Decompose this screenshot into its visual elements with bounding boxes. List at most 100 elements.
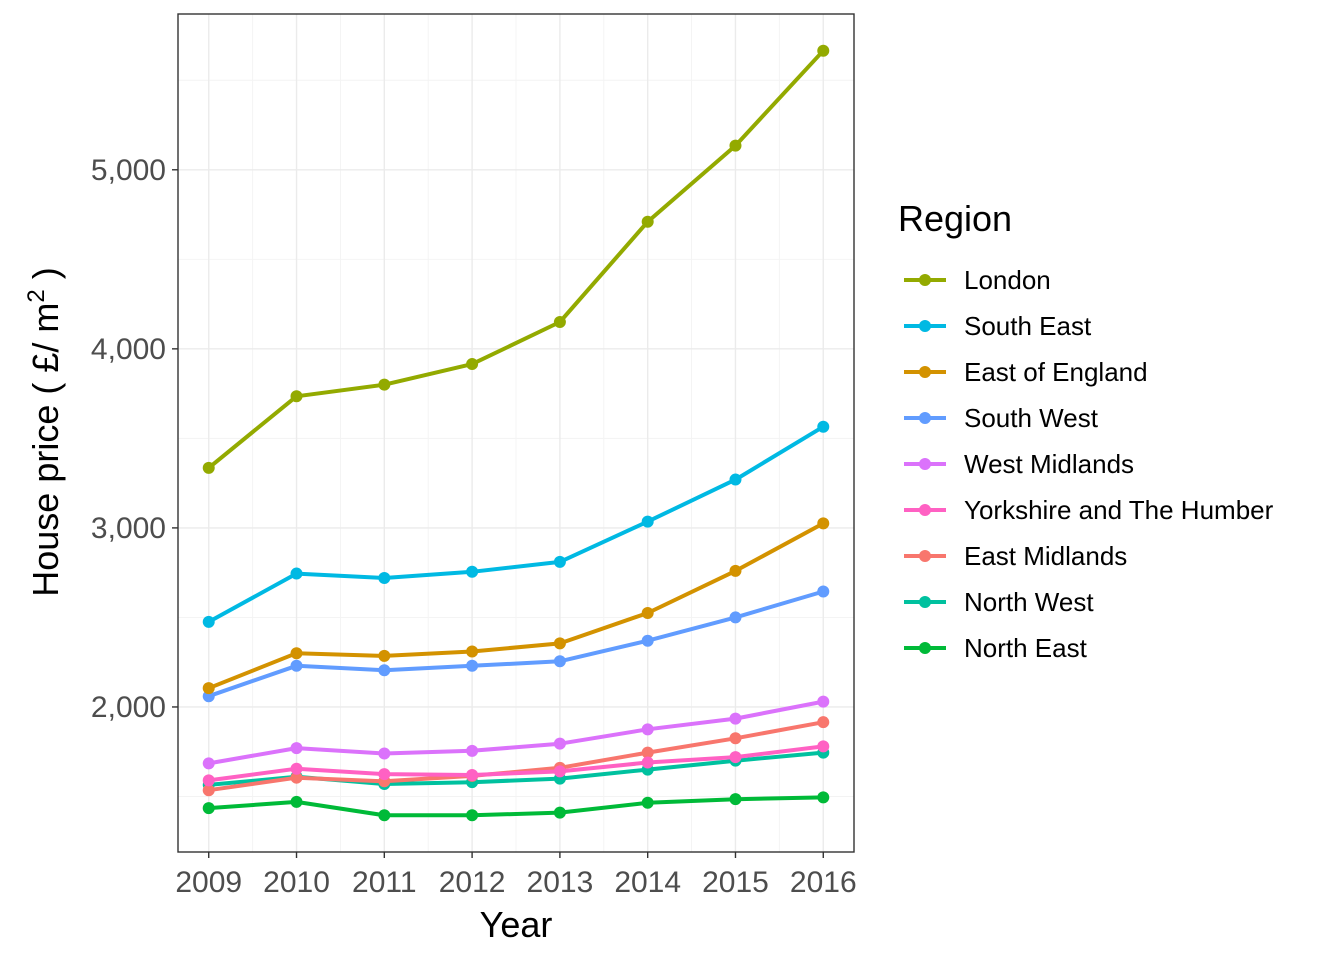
data-point [290, 762, 303, 775]
series-line [208, 795, 824, 818]
series-east-of-england [202, 517, 830, 695]
legend-key-point [919, 458, 931, 470]
data-point [553, 315, 566, 328]
legend-key-point [919, 274, 931, 286]
series-yorkshire-and-the-humber [202, 740, 830, 787]
data-point [817, 585, 830, 598]
data-point [641, 756, 654, 769]
legend-item: South West [904, 403, 1099, 433]
data-point [641, 515, 654, 528]
data-point [553, 637, 566, 650]
series-south-east [202, 420, 830, 628]
data-point [466, 769, 479, 782]
y-axis-title: House price ( £/ m2 ) [23, 267, 66, 596]
data-point [729, 139, 742, 152]
legend-item: East Midlands [904, 541, 1127, 571]
plot-panel-border [177, 13, 855, 853]
data-point [729, 793, 742, 806]
data-point [641, 746, 654, 759]
data-point [817, 420, 830, 433]
data-point [466, 744, 479, 757]
legend-key-point [919, 596, 931, 608]
legend-label: South East [964, 311, 1092, 341]
legend-key-point [919, 320, 931, 332]
series-london [202, 44, 830, 474]
data-point [817, 716, 830, 729]
series-line [208, 589, 824, 699]
data-point [202, 784, 215, 797]
series-line [207, 424, 825, 624]
data-point [202, 461, 215, 474]
x-tick-label: 2016 [790, 866, 857, 899]
legend-label: South West [964, 403, 1099, 433]
legend-key-point [919, 642, 931, 654]
major-gridlines [178, 14, 854, 852]
x-tick-label: 2013 [527, 866, 594, 899]
data-point [817, 44, 830, 57]
legend-label: East Midlands [964, 541, 1127, 571]
data-point [641, 634, 654, 647]
data-point [553, 655, 566, 668]
x-tick-label: 2015 [702, 866, 769, 899]
data-point [729, 732, 742, 745]
data-point [202, 774, 215, 787]
x-tick-label: 2011 [352, 866, 417, 899]
data-point [466, 659, 479, 672]
data-point [290, 795, 303, 808]
legend-item: North East [904, 633, 1088, 663]
x-tick-label: 2010 [263, 866, 330, 899]
data-point [729, 564, 742, 577]
data-point [378, 809, 391, 822]
legend-label: East of England [964, 357, 1148, 387]
data-point [641, 796, 654, 809]
legend-item: London [904, 265, 1051, 295]
data-point [378, 378, 391, 391]
data-point [466, 809, 479, 822]
legend-label: Yorkshire and The Humber [964, 495, 1274, 525]
legend-item: East of England [904, 357, 1148, 387]
legend-items: London South East East of England South Wes… [904, 265, 1274, 663]
series-north-east [202, 791, 830, 822]
data-point [641, 723, 654, 736]
series-west-midlands [202, 695, 830, 770]
data-point [290, 567, 303, 580]
legend-key-point [919, 504, 931, 516]
y-axis-tick-labels: 2,000 3,000 4,000 5,000 [91, 154, 166, 724]
data-point [466, 645, 479, 658]
y-tick-label: 3,000 [91, 512, 166, 545]
axis-ticks [172, 169, 824, 858]
data-point [817, 791, 830, 804]
data-point [378, 649, 391, 662]
series-line [208, 699, 824, 766]
data-point [817, 517, 830, 530]
y-tick-label: 5,000 [91, 154, 166, 187]
legend-key-point [919, 550, 931, 562]
data-point [378, 768, 391, 781]
x-axis-title: Year [480, 904, 553, 945]
data-point [817, 740, 830, 753]
legend-item: Yorkshire and The Humber [904, 495, 1274, 525]
legend-item: South East [904, 311, 1092, 341]
x-tick-label: 2014 [614, 866, 681, 899]
data-point [290, 647, 303, 660]
data-point [466, 565, 479, 578]
series-layer [202, 44, 830, 822]
data-point [641, 215, 654, 228]
y-axis-title-main: House price ( £/ m [25, 303, 66, 597]
data-point [553, 765, 566, 778]
data-point [290, 771, 303, 784]
data-point [290, 659, 303, 672]
x-tick-label: 2012 [439, 866, 506, 899]
data-point [553, 806, 566, 819]
data-point [202, 802, 215, 815]
data-point [729, 712, 742, 725]
data-point [378, 664, 391, 677]
data-point [729, 751, 742, 764]
legend-label: North West [964, 587, 1094, 617]
legend-label: London [964, 265, 1051, 295]
x-tick-label: 2009 [175, 866, 242, 899]
data-point [817, 695, 830, 708]
data-point [378, 572, 391, 585]
series-line [208, 744, 824, 783]
